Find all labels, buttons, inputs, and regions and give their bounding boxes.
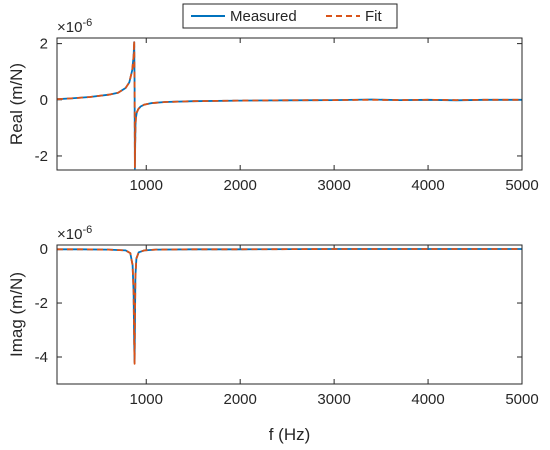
real-plot-exponent-power: -6 xyxy=(82,17,92,29)
y-tick-label: 2 xyxy=(40,36,48,53)
series-line-fit xyxy=(56,39,522,169)
x-tick-label: 5000 xyxy=(505,391,538,408)
x-tick-label: 1000 xyxy=(130,177,163,194)
imag-plot-series xyxy=(57,248,522,365)
x-tick-label: 2000 xyxy=(223,177,256,194)
imag-plot-frame xyxy=(56,244,523,385)
x-tick-label: 4000 xyxy=(411,177,444,194)
series-line-fit xyxy=(57,248,522,365)
real-plot-y-axis-label: Real (m/N) xyxy=(7,63,26,145)
x-tick-label: 5000 xyxy=(505,177,538,194)
imag-plot-exponent: ×10-6 xyxy=(57,224,92,243)
imag-plot-ticks: 1000 2000 3000 4000 5000 -4 -2 0 xyxy=(35,241,539,408)
legend-label-measured: Measured xyxy=(230,8,297,25)
y-tick-label: -2 xyxy=(35,148,48,165)
y-tick-label: 0 xyxy=(40,241,48,258)
real-plot-series xyxy=(56,39,522,170)
imag-part-plot: 1000 2000 3000 4000 5000 -4 -2 0 ×10-6 Imag (m/… xyxy=(7,224,539,444)
imag-plot-x-axis-label: f (Hz) xyxy=(269,425,311,444)
x-tick-label: 4000 xyxy=(411,391,444,408)
y-tick-label: -4 xyxy=(35,349,48,366)
real-plot-ticks: 1000 2000 3000 4000 5000 -2 0 2 xyxy=(35,36,539,194)
legend: Measured Fit xyxy=(182,3,398,29)
real-plot-frame xyxy=(56,37,523,171)
x-tick-label: 3000 xyxy=(317,391,350,408)
y-tick-label: 0 xyxy=(40,92,48,109)
x-tick-label: 3000 xyxy=(317,177,350,194)
real-part-plot: 1000 2000 3000 4000 5000 -2 0 2 ×10-6 Real (m/N… xyxy=(7,17,539,194)
imag-plot-exponent-base: ×10 xyxy=(57,226,82,243)
imag-plot-exponent-power: -6 xyxy=(82,224,92,236)
x-tick-label: 2000 xyxy=(223,391,256,408)
y-tick-label: -2 xyxy=(35,295,48,312)
imag-plot-y-axis-label: Imag (m/N) xyxy=(7,272,26,357)
x-tick-label: 1000 xyxy=(130,391,163,408)
real-plot-exponent-base: ×10 xyxy=(57,19,82,36)
legend-label-fit: Fit xyxy=(365,8,382,25)
real-plot-exponent: ×10-6 xyxy=(57,17,92,36)
